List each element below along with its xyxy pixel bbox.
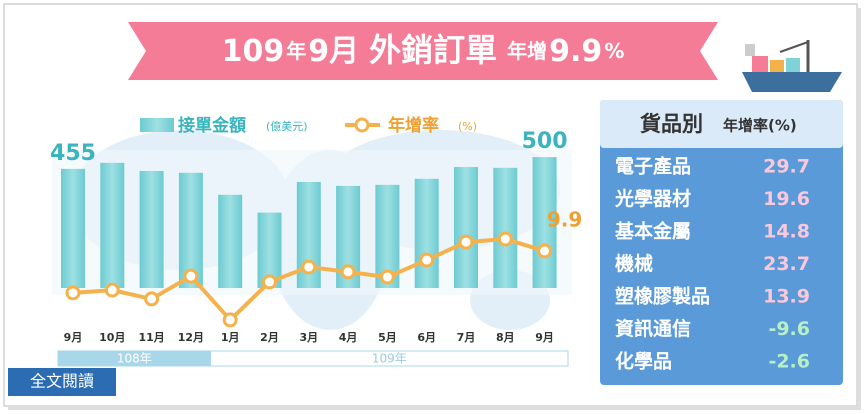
x-tick-label: 8月 — [496, 331, 515, 344]
line-marker — [65, 285, 81, 301]
year-band — [210, 350, 569, 367]
bar — [493, 167, 518, 288]
frame-shadow — [8, 406, 861, 410]
row-name: 化學品 — [615, 350, 672, 373]
bar — [100, 162, 125, 288]
x-tick-label: 10月 — [99, 331, 125, 344]
title-part: 9月 — [308, 34, 359, 69]
panel-header — [600, 100, 843, 148]
panel-subtitle: 年增率(%) — [723, 117, 797, 135]
frame-shadow — [857, 8, 861, 410]
read-button-label[interactable]: 全文閱讀 — [30, 372, 94, 391]
x-tick-label: 1月 — [221, 331, 240, 344]
x-tick-label: 9月 — [64, 331, 83, 344]
row-name: 塑橡膠製品 — [615, 285, 710, 308]
legend-unit: (億美元) — [266, 120, 308, 133]
year-label: 109年 — [372, 352, 407, 366]
line-marker — [379, 269, 395, 285]
legend-marker — [354, 117, 370, 133]
title-part: % — [604, 39, 624, 63]
bar — [61, 168, 85, 288]
title-part: 9.9 — [549, 34, 602, 69]
bar — [532, 157, 557, 288]
line-marker — [458, 234, 474, 250]
row-value: -9.6 — [768, 318, 810, 340]
x-tick-label: 6月 — [417, 331, 436, 344]
line-marker — [537, 243, 553, 259]
year-label: 108年 — [117, 352, 152, 366]
title-part: 年增 — [507, 39, 547, 63]
legend-label: 年增率 — [388, 115, 439, 136]
row-value: 23.7 — [763, 253, 810, 275]
bar-value-label: 500 — [522, 129, 568, 154]
title-part: 年 — [286, 39, 306, 63]
panel-title: 貨品別 — [640, 112, 703, 136]
bar — [218, 194, 243, 288]
bar — [454, 167, 478, 288]
bar-value-label: 455 — [50, 141, 96, 166]
line-value-label: 9.9 — [547, 207, 582, 231]
line-marker — [262, 274, 277, 290]
title-part: 109 — [222, 34, 285, 69]
read-button[interactable] — [8, 368, 116, 396]
x-tick-label: 4月 — [339, 331, 358, 344]
bar — [414, 178, 439, 288]
line-marker — [183, 268, 199, 284]
legend-swatch — [140, 118, 174, 132]
row-value: 29.7 — [763, 156, 810, 178]
x-tick-label: 3月 — [299, 331, 318, 344]
x-tick-label: 5月 — [378, 331, 397, 344]
title-part: 外銷訂單 — [369, 31, 497, 69]
x-tick-label: 7月 — [457, 331, 476, 344]
line-marker — [497, 231, 513, 247]
line-marker — [301, 259, 317, 275]
row-name: 光學器材 — [614, 187, 691, 210]
legend-label: 接單金額 — [178, 115, 246, 136]
line-marker — [419, 252, 435, 268]
x-tick-label: 11月 — [138, 331, 164, 344]
title-banner — [128, 22, 718, 80]
line-marker — [144, 291, 160, 307]
row-value: 19.6 — [763, 188, 810, 210]
row-name: 電子產品 — [615, 155, 691, 178]
bar — [139, 170, 164, 288]
line-marker — [340, 264, 356, 280]
x-tick-label: 2月 — [260, 331, 279, 344]
legend-unit: (%) — [458, 120, 477, 133]
row-name: 資訊通信 — [615, 317, 691, 340]
line-marker — [104, 282, 120, 298]
row-value: -2.6 — [768, 351, 810, 373]
row-value: 13.9 — [763, 286, 810, 308]
row-name: 基本金屬 — [614, 220, 691, 243]
x-tick-label: 12月 — [178, 331, 204, 344]
row-name: 機械 — [615, 252, 653, 275]
ship-icon — [742, 40, 842, 92]
line-marker — [222, 312, 238, 328]
title: 109 年9月 外銷訂單 年增9.9% — [222, 31, 625, 69]
x-tick-label: 9月 — [535, 331, 554, 344]
row-value: 14.8 — [763, 221, 810, 243]
panel — [600, 100, 843, 385]
